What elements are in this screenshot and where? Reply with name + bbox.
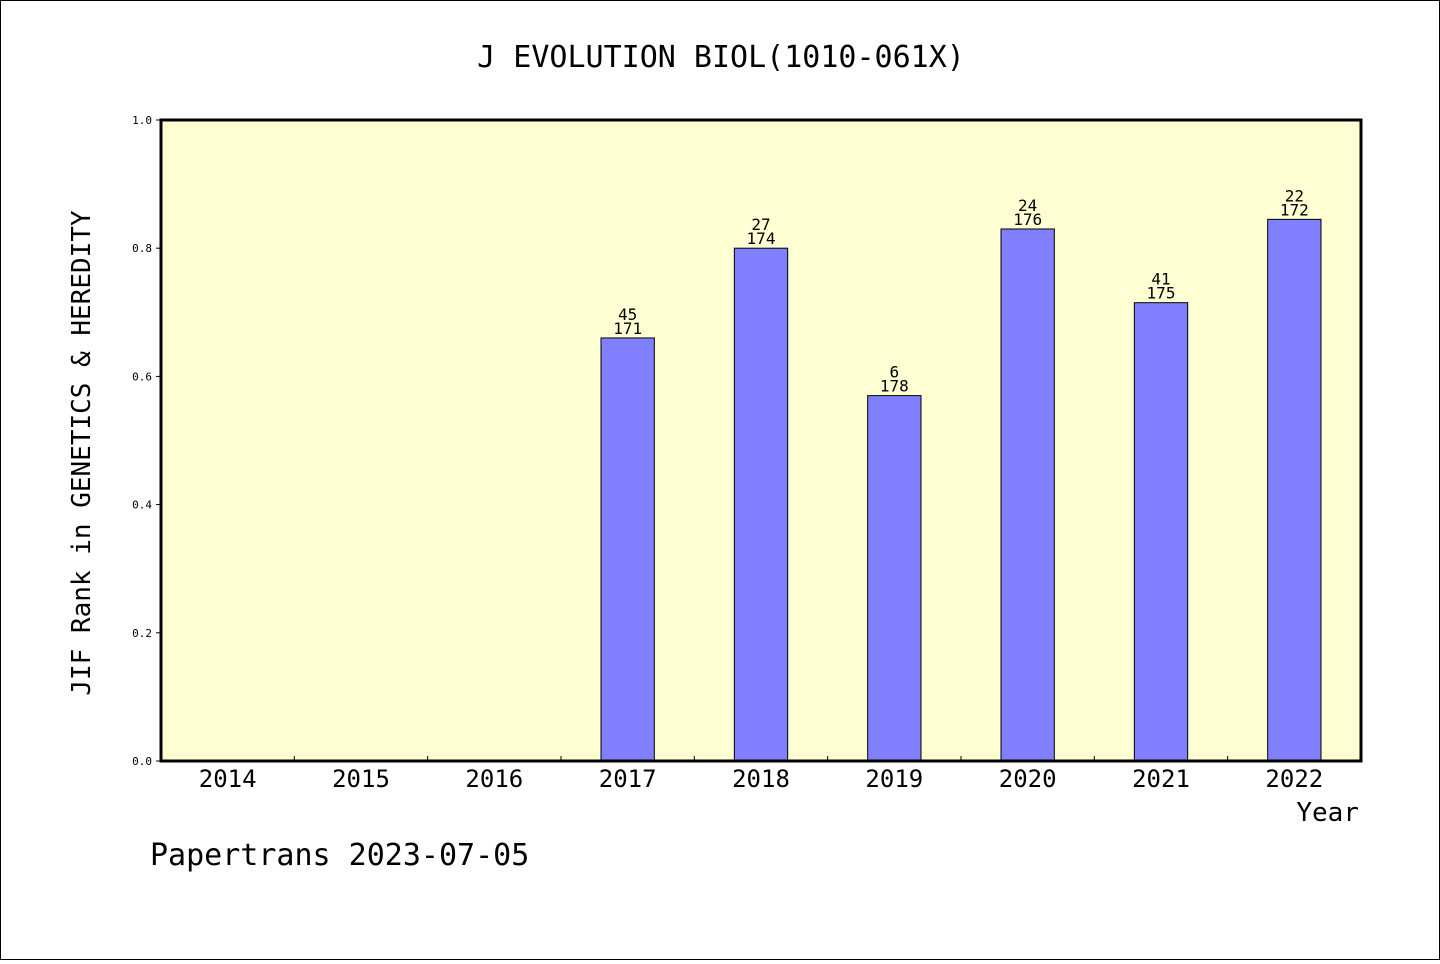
bar-total-label: 174 (747, 229, 776, 248)
y-tick-label: 0.0 (132, 755, 152, 768)
bar-2018 (733, 247, 789, 762)
x-tick-label: 2017 (599, 765, 657, 793)
x-tick-label: 2015 (332, 765, 390, 793)
bar-rank-label: 6 (890, 363, 900, 382)
x-tick-label: 2021 (1132, 765, 1190, 793)
x-tick-label: 2020 (999, 765, 1057, 793)
y-tick-label: 0.6 (132, 370, 152, 383)
bar-2021 (1133, 302, 1189, 762)
y-tick-label: 1.0 (132, 114, 152, 127)
x-tick-label: 2016 (465, 765, 523, 793)
bar-total-label: 175 (1147, 284, 1176, 303)
y-tick-label: 0.4 (132, 499, 152, 512)
bar-total-label: 176 (1013, 210, 1042, 229)
bar-rank-label: 45 (618, 305, 637, 324)
bar-total-label: 171 (613, 319, 642, 338)
x-tick-label: 2014 (199, 765, 257, 793)
x-tick-label: 2018 (732, 765, 790, 793)
bar-2020 (1000, 228, 1055, 762)
bar-rank-label: 22 (1285, 186, 1304, 205)
bar-rank-label: 24 (1018, 196, 1037, 215)
plot-border (159, 118, 1363, 763)
bar-rank-label: 27 (751, 215, 770, 234)
chart-title: J EVOLUTION BIOL(1010-061X) (477, 40, 965, 75)
bar-total-label: 172 (1280, 200, 1309, 219)
y-tick-label: 0.8 (132, 242, 152, 255)
y-tick-label: 0.2 (132, 627, 152, 640)
bar-2019 (867, 395, 922, 762)
bar-2022 (1267, 218, 1322, 762)
x-axis-label: Year (1296, 798, 1359, 828)
x-tick-label: 2022 (1265, 765, 1323, 793)
bar-2017 (600, 337, 655, 762)
y-axis-label: JIF Rank in GENETICS & HEREDITY (67, 210, 97, 696)
bar-total-label: 178 (880, 377, 909, 396)
bar-rank-label: 41 (1151, 270, 1170, 289)
footer-text: Papertrans 2023-07-05 (150, 838, 529, 873)
x-tick-label: 2019 (865, 765, 923, 793)
